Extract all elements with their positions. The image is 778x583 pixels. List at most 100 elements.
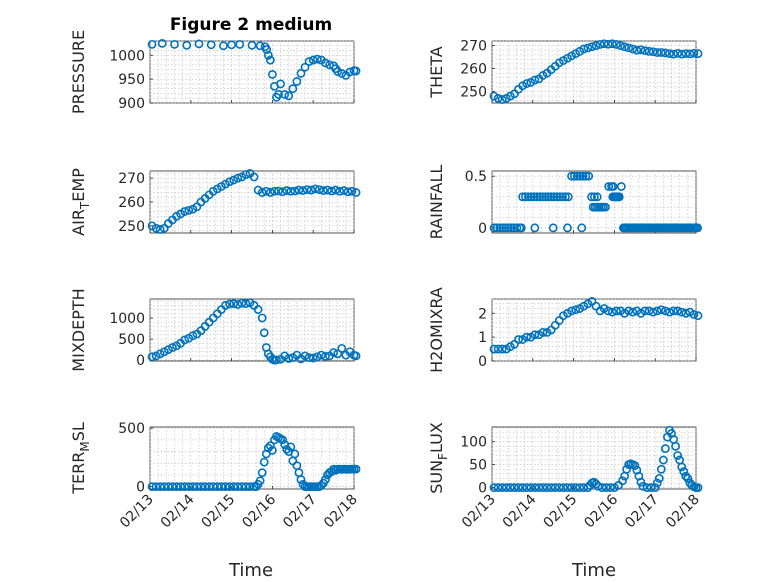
data-point [546,483,556,493]
data-point [170,39,179,49]
data-point [300,351,310,361]
data-point [168,343,177,352]
data-point [512,223,522,233]
data-point [204,482,214,492]
data-point [235,39,245,49]
data-point [530,330,540,340]
data-point [523,192,533,202]
data-point [321,58,330,68]
data-point [306,185,316,195]
data-point [567,483,576,493]
data-point [555,192,565,202]
subplot-air-temp: 250 260 270 AIRTEMP [69,168,361,236]
data-point [571,483,581,493]
data-point [216,482,226,492]
x-axis-label-left: Time [228,560,273,581]
data-point [567,306,576,316]
data-point [542,483,552,493]
data-point [689,310,699,319]
data-point [567,171,576,181]
y-tick-label: 0 [478,481,487,497]
data-point [546,192,556,202]
data-point [180,207,190,216]
data-point [570,171,579,181]
data-point [221,482,230,492]
data-point [640,306,650,316]
subplot-theta: 250 260 270 THETA [427,39,703,104]
data-point [274,90,283,99]
y-tick-label: 100 [460,435,487,451]
y-axis-label: SUNFLUX [427,422,450,494]
subplot-mixdepth: 0 500 1000 MIXDEPTH [69,288,361,372]
data-point [147,352,157,362]
data-point [300,62,310,72]
data-point [272,355,281,365]
data-point [526,483,536,493]
data-point [681,471,691,481]
data-point [636,45,646,55]
data-point [182,40,192,50]
data-point [534,483,544,493]
data-point [618,476,627,486]
data-point [563,192,573,202]
data-point [333,67,343,76]
data-point [661,444,670,453]
axes-box [491,170,697,234]
data-point [532,192,542,202]
x-tick-label: 02/16 [239,491,279,531]
data-point [624,43,634,53]
axes-box [149,426,355,490]
data-point [288,84,298,94]
data-point [225,177,234,187]
data-point [196,482,206,492]
data-point [575,171,585,181]
data-point [229,175,239,185]
data-point [601,483,611,493]
data-point [155,482,165,492]
data-point [290,186,300,196]
data-point [172,482,181,492]
x-tick-label: 02/17 [280,492,320,532]
data-point [640,46,650,56]
data-point [563,223,572,233]
data-point [286,442,296,452]
data-point [579,44,589,54]
data-point [221,300,230,310]
data-point [151,223,161,233]
data-point [159,482,169,492]
data-point [671,441,680,451]
y-tick-label: 2 [478,306,487,322]
data-point [296,475,306,485]
data-point [225,299,234,309]
data-point [648,47,658,57]
data-point [267,445,277,455]
data-point [188,331,198,341]
data-point [521,192,530,202]
data-point [351,66,361,76]
data-point [689,49,699,58]
series-pressure [147,38,361,102]
data-point [693,311,703,321]
data-point [147,482,157,492]
data-point [550,483,560,493]
data-point [661,48,670,58]
data-point [237,298,247,308]
data-point [603,39,613,49]
data-point [608,182,618,191]
data-point [575,483,585,493]
data-point [677,462,687,472]
data-point [681,49,691,59]
data-point [337,69,347,78]
data-point [607,307,617,317]
data-point [679,467,689,476]
data-point [312,352,322,362]
y-axis-label: AIRTEMP [69,168,92,236]
data-point [155,225,165,234]
data-point [351,351,361,361]
data-point [597,483,607,493]
y-tick-label: 1000 [109,48,145,64]
series-air-temp [147,168,361,234]
data-point [591,41,601,50]
data-point [549,192,559,202]
